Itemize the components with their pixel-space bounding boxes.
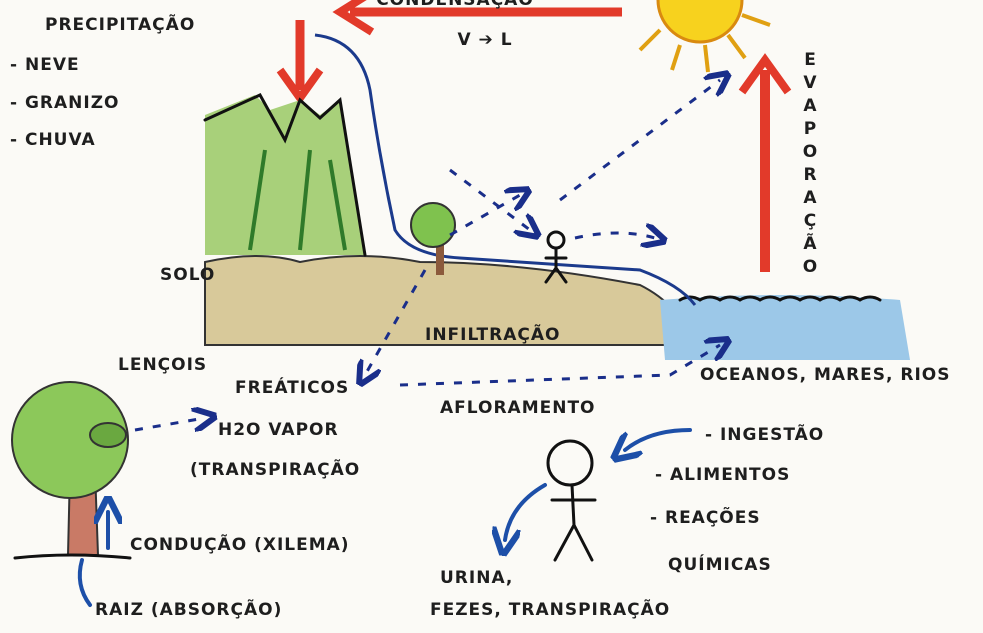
precipitation-title: PRECIPITAÇÃO — [45, 12, 195, 35]
sun — [640, 0, 770, 72]
output-label: FEZES, TRANSPIRAÇÃO — [430, 597, 670, 620]
groundwater-label: FREÁTICOS — [235, 376, 349, 398]
output-label: URINA, — [440, 568, 513, 588]
root-label: RAIZ (ABSORÇÃO) — [95, 597, 282, 620]
precipitation-item: - GRANIZO — [10, 93, 120, 113]
precipitation-item: - CHUVA — [10, 130, 96, 150]
input-label: - INGESTÃO — [705, 422, 824, 445]
soil-label: SOLO — [160, 265, 215, 285]
outcrop-label: AFLORAMENTO — [440, 398, 596, 418]
vapor-label: H2O VAPOR — [218, 420, 339, 440]
drawing: CONDENSAÇÃO V ➔ L PRECIPITAÇÃO - NEVE - … — [0, 0, 983, 633]
mountains — [205, 95, 365, 255]
input-label: - ALIMENTOS — [655, 465, 790, 485]
conduction-label: CONDUÇÃO (XILEMA) — [130, 532, 350, 555]
input-label: QUÍMICAS — [668, 553, 772, 575]
evaporation-label: EVAPORAÇÃO — [796, 50, 820, 280]
evaporation-arrow — [742, 60, 788, 272]
groundwater-label: LENÇOIS — [118, 355, 207, 375]
sea — [660, 295, 910, 360]
input-label: - REAÇÕES — [650, 505, 761, 528]
diagram: CONDENSAÇÃO V ➔ L PRECIPITAÇÃO - NEVE - … — [0, 0, 983, 633]
waters-label: OCEANOS, MARES, RIOS — [700, 365, 951, 385]
big-person — [505, 430, 690, 560]
infiltration-label: INFILTRAÇÃO — [425, 322, 560, 345]
precipitation-item: - NEVE — [10, 55, 80, 75]
condensation-label: CONDENSAÇÃO — [376, 0, 534, 10]
big-tree — [12, 382, 130, 605]
transpiration-label: (TRANSPIRAÇÃO — [190, 457, 360, 480]
condensation-note: V ➔ L — [457, 30, 512, 50]
precipitation-arrow — [280, 20, 320, 98]
